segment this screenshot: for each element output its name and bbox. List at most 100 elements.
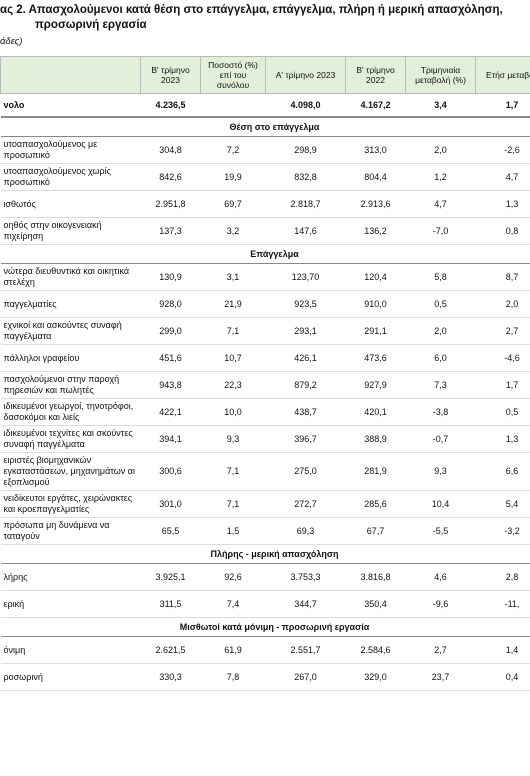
cell: 147,6 [265,217,346,245]
cell: 23,7 [405,663,476,691]
row-label: νολο [0,93,141,118]
table-row: υτοαπασχολούμενος χωρίς προσωπικό 842,6 19… [0,163,530,191]
cell: 3,2 [200,217,266,245]
cell: 7,2 [200,136,266,164]
cell: 275,0 [265,452,346,491]
cell: 927,9 [345,371,406,399]
cell: 426,1 [265,344,346,372]
table-row: ερική 311,5 7,4 344,7 350,4 -9,6 -11, [0,590,530,618]
cell: 311,5 [140,590,201,618]
unit: άδες) [0,36,23,47]
cell: 832,8 [265,163,346,191]
row-label: εχνικοί και ασκούντες συναφή παγγέλματα [0,317,141,345]
cell: 923,5 [265,290,346,318]
cell: 0,4 [475,663,530,691]
cell: 1,7 [475,93,530,118]
cell: 1,5 [200,517,266,545]
cell: 2.818,7 [265,190,346,218]
table-row: παγγελματίες 928,0 21,9 923,5 910,0 0,5 2,0 [0,290,530,318]
cell: 1,4 [475,636,530,664]
cell: 4,7 [405,190,476,218]
row-label: ισθωτός [0,190,141,218]
table: Β' τρίμηνο 2023 Ποσοστό (%) επί του συνόλ… [0,56,530,691]
table-row: πασχολούμενοι στην παροχή πηρεσιών και π… [0,371,530,399]
row-label: λήρης [0,563,141,591]
row-label: υτοαπασχολούμενος με προσωπικό [0,136,141,164]
row-label: νειδίκευτοι εργάτες, χειρώνακτες και κρο… [0,490,141,518]
cell: 928,0 [140,290,201,318]
row-label: νώτερα διευθυντικά και οικητικά στελέχη [0,263,141,291]
cell: 388,9 [345,425,406,453]
cell: 10,7 [200,344,266,372]
cell: 344,7 [265,590,346,618]
cell: 69,3 [265,517,346,545]
title: ας 2. Απασχολούμενοι κατά θέση στο επάγγ… [0,4,503,16]
header-cell: Ποσοστό (%) επί του συνόλου [200,56,266,94]
cell: 10,4 [405,490,476,518]
header-cell: Τριμηνιαία μεταβολή (%) [405,56,476,94]
cell [200,93,266,118]
cell: 394,1 [140,425,201,453]
cell: 67,7 [345,517,406,545]
row-label: πάλληλοι γραφείου [0,344,141,372]
cell: 422,1 [140,398,201,426]
cell: 137,3 [140,217,201,245]
cell: 299,0 [140,317,201,345]
cell: 2,8 [475,563,530,591]
table-row: ροσωρινή 330,3 7,8 267,0 329,0 23,7 0,4 [0,663,530,691]
cell: 0,5 [405,290,476,318]
section-row: Μισθωτοί κατά μόνιμη - προσωρινή εργασία [0,617,530,637]
cell: 6,0 [405,344,476,372]
section-title: Μισθωτοί κατά μόνιμη - προσωρινή εργασία [0,617,530,637]
cell: 9,3 [405,452,476,491]
cell: 7,4 [200,590,266,618]
cell: -2,6 [475,136,530,164]
cell: 19,9 [200,163,266,191]
table-row: νώτερα διευθυντικά και οικητικά στελέχη 1… [0,263,530,291]
section-row: Επάγγελμα [0,244,530,264]
cell: 3,1 [200,263,266,291]
cell: 2.913,6 [345,190,406,218]
cell: 5,8 [405,263,476,291]
cell: 4,6 [405,563,476,591]
cell: 293,1 [265,317,346,345]
table-row: ιδικευμένοι γεωργοί, τηνοτρόφοι, δασοκόμ… [0,398,530,426]
header-cell [0,56,141,94]
cell: 2.551,7 [265,636,346,664]
cell: 3.816,8 [345,563,406,591]
cell: 291,1 [345,317,406,345]
cell: 1,3 [475,190,530,218]
cell: -0,7 [405,425,476,453]
cell: 438,7 [265,398,346,426]
cell: 2.951,8 [140,190,201,218]
section-title: Θέση στο επάγγελμα [0,117,530,137]
header-cell: Β' τρίμηνο 2022 [345,56,406,94]
cell: -3,2 [475,517,530,545]
cell: 313,0 [345,136,406,164]
table-row: πάλληλοι γραφείου 451,6 10,7 426,1 473,6 6,0-… [0,344,530,372]
cell: 7,1 [200,317,266,345]
cell: 1,2 [405,163,476,191]
cell: -3,8 [405,398,476,426]
table-row: όνιμη 2.621,5 61,9 2.551,7 2.584,6 2,7 1,4 [0,636,530,664]
header-cell: Β' τρίμηνο 2023 [140,56,201,94]
cell: 0,8 [475,217,530,245]
table-row: νειδίκευτοι εργάτες, χειρώνακτες και κρο… [0,490,530,518]
row-label: ροσωρινή [0,663,141,691]
cell: 842,6 [140,163,201,191]
cell: 396,7 [265,425,346,453]
cell: 267,0 [265,663,346,691]
cell: -4,6 [475,344,530,372]
cell: 2,7 [405,636,476,664]
cell: -7,0 [405,217,476,245]
header-cell: Ετήσ μεταβολ [475,56,530,94]
cell: 2.621,5 [140,636,201,664]
cell: 272,7 [265,490,346,518]
cell: 330,3 [140,663,201,691]
title: προσωρινή εργασία [35,19,147,31]
cell: 69,7 [200,190,266,218]
table-row: οηθός στην οικογενειακή πιχείρηση 137,3 3,… [0,217,530,245]
cell: 420,1 [345,398,406,426]
cell: 130,9 [140,263,201,291]
cell: 7,3 [405,371,476,399]
